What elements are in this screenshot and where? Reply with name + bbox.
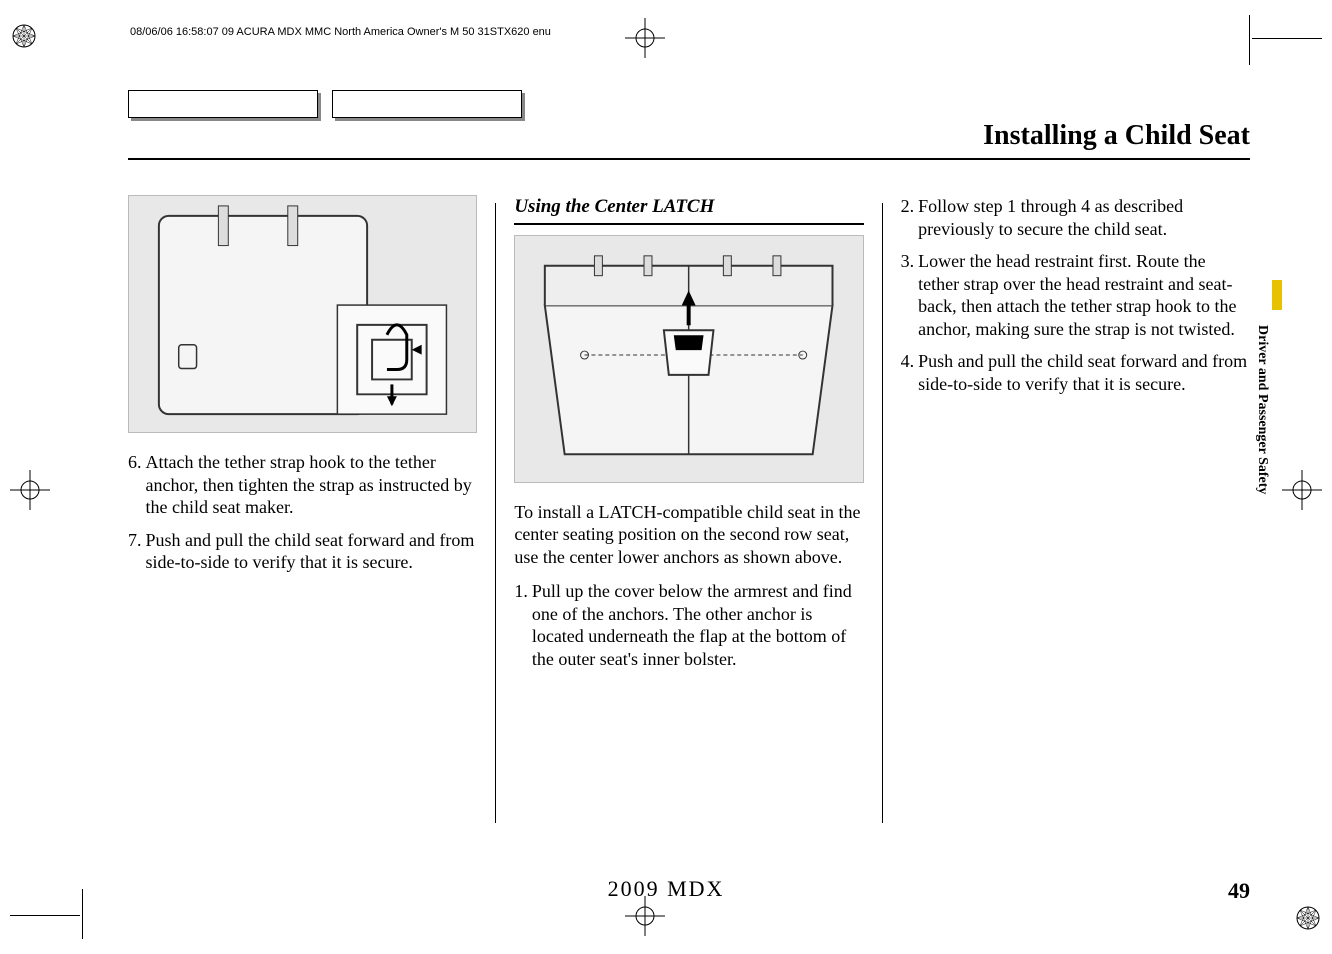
section-tab-label: Driver and Passenger Safety — [1254, 325, 1270, 494]
crosshair-icon — [625, 896, 665, 936]
list-item: 3. Lower the head restraint first. Route… — [901, 250, 1250, 340]
column-3: 2. Follow step 1 through 4 as described … — [883, 195, 1250, 854]
step-text: Attach the tether strap hook to the teth… — [146, 451, 478, 519]
list-item: 4. Push and pull the child seat forward … — [901, 350, 1250, 395]
section-tab: Driver and Passenger Safety — [1252, 280, 1272, 540]
blank-field-box — [332, 90, 522, 118]
content-area: 6. Attach the tether strap hook to the t… — [128, 195, 1250, 854]
column-2: Using the Center LATCH — [496, 195, 881, 854]
blank-field-box — [128, 90, 318, 118]
header-metadata: 08/06/06 16:58:07 09 ACURA MDX MMC North… — [130, 26, 551, 38]
title-rule — [128, 158, 1250, 160]
step-number: 2. — [901, 195, 915, 240]
list-item: 2. Follow step 1 through 4 as described … — [901, 195, 1250, 240]
step-number: 1. — [514, 580, 528, 670]
section-tab-accent — [1272, 280, 1282, 310]
crosshair-icon — [625, 18, 665, 58]
step-number: 6. — [128, 451, 142, 519]
subheading: Using the Center LATCH — [514, 195, 863, 225]
list-item: 7. Push and pull the child seat forward … — [128, 529, 477, 574]
crop-mark — [10, 915, 80, 916]
page-number: 49 — [1228, 878, 1250, 904]
paragraph: To install a LATCH-compatible child seat… — [514, 501, 863, 569]
registration-mark-icon — [12, 24, 36, 48]
step-text: Lower the head restraint first. Route th… — [918, 250, 1250, 340]
step-text: Pull up the cover below the armrest and … — [532, 580, 864, 670]
list-item: 1. Pull up the cover below the armrest a… — [514, 580, 863, 670]
page-title: Installing a Child Seat — [983, 120, 1250, 152]
crop-mark — [82, 889, 83, 939]
step-number: 7. — [128, 529, 142, 574]
figure-center-latch — [514, 235, 863, 483]
list-item: 6. Attach the tether strap hook to the t… — [128, 451, 477, 519]
step-text: Follow step 1 through 4 as described pre… — [918, 195, 1250, 240]
crosshair-icon — [1282, 470, 1322, 510]
crosshair-icon — [10, 470, 50, 510]
figure-tether-anchor — [128, 195, 477, 433]
crop-mark — [1249, 15, 1250, 65]
step-text: Push and pull the child seat forward and… — [146, 529, 478, 574]
step-number: 3. — [901, 250, 915, 340]
column-1: 6. Attach the tether strap hook to the t… — [128, 195, 495, 854]
footer-model-year: 2009 MDX — [608, 876, 725, 902]
registration-mark-icon — [1296, 906, 1320, 930]
step-text: Push and pull the child seat forward and… — [918, 350, 1250, 395]
step-number: 4. — [901, 350, 915, 395]
crop-mark — [1252, 38, 1322, 39]
